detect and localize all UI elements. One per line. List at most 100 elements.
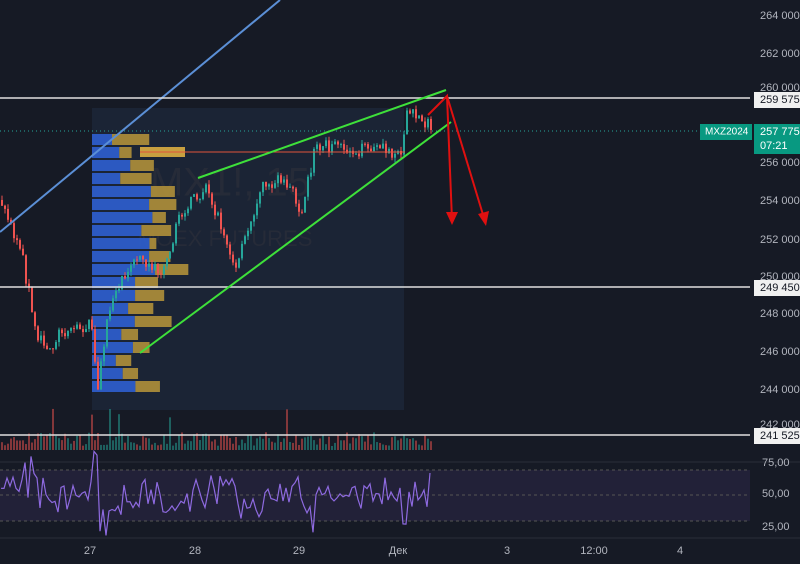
profile-bar [92, 199, 150, 210]
candle-body [235, 262, 237, 268]
volume-bar [295, 435, 297, 450]
candle-body [112, 298, 114, 311]
candle-body [268, 184, 270, 187]
volume-bar [121, 433, 123, 450]
volume-bar [214, 439, 216, 450]
volume-bar [103, 444, 105, 450]
volume-bar [193, 434, 195, 450]
volume-bar [4, 445, 6, 450]
volume-bar [412, 438, 414, 450]
volume-bar [139, 445, 141, 450]
volume-bar [1, 442, 3, 450]
profile-bar [135, 277, 159, 288]
candle-body [31, 287, 33, 313]
candle-body [418, 115, 420, 119]
volume-bar [67, 438, 69, 450]
current-price-tag [754, 124, 800, 154]
volume-bar [328, 436, 330, 450]
time-tick-label: 12:00 [580, 545, 608, 557]
volume-bar [22, 440, 24, 450]
profile-bar [92, 381, 136, 392]
candle-body [103, 346, 105, 362]
volume-bar [226, 435, 228, 450]
profile-bar [120, 173, 152, 184]
volume-bar [55, 435, 57, 450]
volume-bar [151, 444, 153, 450]
volume-bar [31, 442, 33, 450]
candle-body [40, 335, 42, 341]
volume-bar [391, 437, 393, 450]
volume-bar [163, 434, 165, 450]
candle-body [16, 238, 18, 241]
candle-body [148, 263, 150, 267]
volume-bar [175, 442, 177, 450]
candle-body [283, 179, 285, 183]
volume-bar [43, 436, 45, 450]
candle-body [4, 205, 6, 209]
candle-body [46, 345, 48, 350]
candle-body [298, 203, 300, 212]
candle-body [208, 184, 210, 194]
volume-bar [118, 414, 120, 450]
volume-bar [277, 434, 279, 450]
volume-bar [379, 442, 381, 450]
current-price: 257 775 [760, 126, 800, 138]
candle-body [199, 199, 201, 201]
candle-body [97, 361, 99, 390]
volume-bar [319, 438, 321, 450]
profile-bar [112, 134, 150, 145]
candle-body [94, 329, 96, 362]
volume-bar [301, 438, 303, 450]
candle-body [184, 213, 186, 217]
profile-bar [149, 199, 177, 210]
time-tick-label: Дек [389, 545, 408, 557]
candle-body [310, 172, 312, 177]
volume-bar [91, 414, 93, 450]
volume-bar [19, 440, 21, 450]
volume-bar [259, 436, 261, 450]
volume-bar [280, 441, 282, 450]
volume-bar [208, 434, 210, 450]
time-tick-label: 28 [189, 545, 201, 557]
profile-bar [122, 368, 139, 379]
price-tick-label: 252 000 [760, 234, 800, 246]
candle-body [403, 134, 405, 155]
volume-bar [331, 445, 333, 450]
candle-body [358, 153, 360, 157]
profile-bar [135, 290, 165, 301]
volume-bar [109, 409, 111, 450]
volume-bar [283, 438, 285, 450]
time-tick-label: 29 [293, 545, 305, 557]
candle-body [367, 144, 369, 149]
volume-bar [88, 432, 90, 450]
candle-body [394, 153, 396, 158]
candle-body [115, 290, 117, 299]
volume-bar [250, 435, 252, 450]
price-tag-label: 259 575 [760, 94, 800, 106]
volume-bar [229, 438, 231, 450]
volume-bar [337, 435, 339, 450]
volume-bar [172, 445, 174, 450]
volume-bar [25, 443, 27, 450]
volume-bar [97, 433, 99, 450]
volume-bar [202, 433, 204, 450]
volume-bar [169, 417, 171, 450]
volume-bar [199, 440, 201, 450]
profile-bar [149, 238, 157, 249]
volume-bar [211, 441, 213, 450]
candle-body [43, 335, 45, 346]
candle-body [316, 144, 318, 149]
volume-bar [256, 438, 258, 450]
volume-bar [238, 445, 240, 450]
volume-bar [10, 438, 12, 450]
volume-bar [223, 435, 225, 450]
candle-body [265, 181, 267, 187]
candle-body [229, 244, 231, 255]
candle-body [337, 141, 339, 145]
volume-bar [217, 445, 219, 450]
candle-body [190, 196, 192, 209]
candle-body [211, 193, 213, 205]
volume-bar [343, 440, 345, 450]
volume-bar [370, 444, 372, 450]
volume-bar [310, 435, 312, 450]
